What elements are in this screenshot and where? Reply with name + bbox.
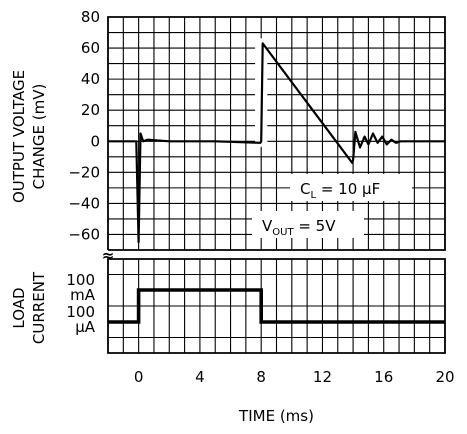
level-unit-label: mA <box>70 286 96 304</box>
load-current-trace <box>108 288 445 324</box>
x-tick-label: 8 <box>256 368 266 386</box>
y-axis-label-upper-line2: CHANGE (mV) <box>30 84 48 190</box>
x-axis-label: TIME (ms) <box>238 407 314 425</box>
y-axis-label-lower-line2: CURRENT <box>30 271 48 344</box>
x-tick-label: 0 <box>134 368 144 386</box>
y-axis-label-lower-line1: LOAD <box>10 287 28 328</box>
axis-break-symbol: ≈ <box>102 247 115 265</box>
annotation-background <box>252 211 364 238</box>
level-value-label: 100 <box>66 303 95 321</box>
annotation-label: CL = 10 μF <box>300 180 380 201</box>
y-axis-label-upper-line1: OUTPUT VOLTAGE <box>10 70 28 203</box>
annotations: CL = 10 μF VOUT = 5V <box>252 174 412 238</box>
axis-labels: OUTPUT VOLTAGE CHANGE (mV) LOAD CURRENT TIME… <box>10 70 314 425</box>
level-unit-label: μA <box>75 318 96 336</box>
y-tick-label: 20 <box>81 101 100 119</box>
y-tick-label: 0 <box>90 132 100 150</box>
y-tick-label: −40 <box>68 194 100 212</box>
x-tick-label: 4 <box>195 368 205 386</box>
y-tick-label: 80 <box>81 8 100 26</box>
y-tick-label: 40 <box>81 70 100 88</box>
x-tick-label: 12 <box>313 368 332 386</box>
annotation-label: VOUT = 5V <box>262 217 336 238</box>
upper-panel-frame <box>107 16 446 251</box>
y-tick-label: −60 <box>68 225 100 243</box>
x-tick-label: 20 <box>435 368 454 386</box>
level-value-label: 100 <box>66 271 95 289</box>
voltage-trace <box>108 42 445 244</box>
traces <box>108 38 445 324</box>
y-tick-label: 60 <box>81 39 100 57</box>
annotation-background <box>290 174 412 201</box>
x-tick-label: 16 <box>374 368 393 386</box>
y-tick-label: −20 <box>68 163 100 181</box>
